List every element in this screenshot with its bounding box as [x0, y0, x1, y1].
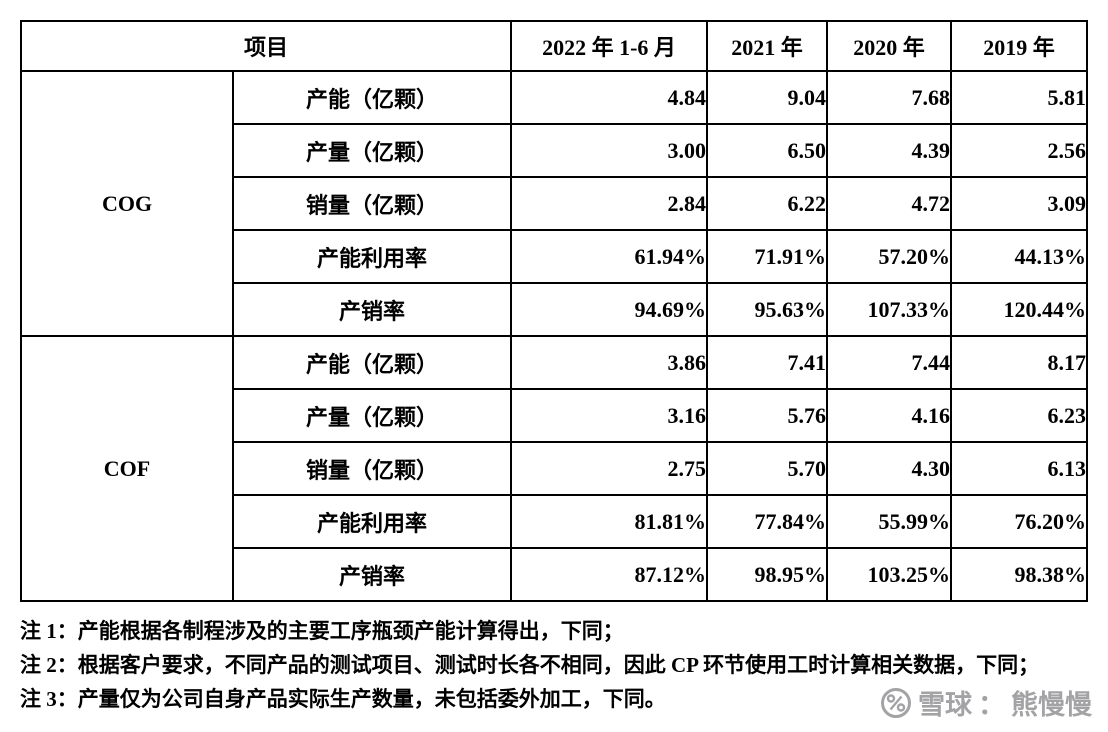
header-col-2019: 2019 年 — [950, 20, 1089, 72]
table-row: 产销率 87.12% 98.95% 103.25% 98.38% — [21, 547, 1089, 602]
table-row: 产能利用率 81.81% 77.84% 55.99% 76.20% — [21, 494, 1089, 549]
metric-label: 销量（亿颗） — [231, 176, 513, 231]
table-row: 产量（亿颗） 3.16 5.76 4.16 6.23 — [21, 388, 1089, 443]
metric-label: 产销率 — [231, 282, 513, 337]
header-col-2020: 2020 年 — [826, 20, 953, 72]
table-row: 产量（亿颗） 3.00 6.50 4.39 2.56 — [21, 123, 1089, 178]
value-cell: 4.72 — [826, 176, 953, 231]
note-1: 注 1：产能根据各制程涉及的主要工序瓶颈产能计算得出，下同； — [20, 619, 624, 643]
value-cell: 87.12% — [510, 547, 709, 602]
metric-label: 产量（亿颗） — [231, 123, 513, 178]
value-cell: 7.41 — [706, 335, 829, 390]
table-row: COF 产能（亿颗） 3.86 7.41 7.44 8.17 — [20, 335, 1089, 602]
value-cell: 7.44 — [826, 335, 953, 390]
value-cell: 5.70 — [706, 441, 829, 496]
table-row: 产销率 94.69% 95.63% 107.33% 120.44% — [21, 282, 1089, 337]
value-cell: 55.99% — [826, 494, 953, 549]
metric-label: 销量（亿颗） — [231, 441, 513, 496]
value-cell: 8.17 — [950, 335, 1089, 390]
value-cell: 9.04 — [706, 70, 829, 125]
value-cell: 103.25% — [826, 547, 953, 602]
value-cell: 95.63% — [706, 282, 829, 337]
value-cell: 5.81 — [950, 70, 1089, 125]
header-col-2022h1: 2022 年 1-6 月 — [510, 20, 709, 72]
value-cell: 98.38% — [950, 547, 1089, 602]
watermark-username: 熊慢慢 — [1011, 690, 1092, 720]
value-cell: 81.81% — [510, 494, 709, 549]
value-cell: 94.69% — [510, 282, 709, 337]
value-cell: 5.76 — [706, 388, 829, 443]
header-item-label: 项目 — [19, 20, 513, 72]
metric-label: 产销率 — [231, 547, 513, 602]
value-cell: 61.94% — [510, 229, 709, 284]
metric-label: 产量（亿颗） — [231, 388, 513, 443]
value-cell: 3.86 — [510, 335, 709, 390]
value-cell: 3.09 — [950, 176, 1089, 231]
value-cell: 6.22 — [706, 176, 829, 231]
value-cell: 57.20% — [826, 229, 953, 284]
note-3: 注 3：产量仅为公司自身产品实际生产数量，未包括委外加工，下同。 — [20, 687, 666, 711]
value-cell: 4.84 — [510, 70, 709, 125]
value-cell: 98.95% — [706, 547, 829, 602]
xueqiu-logo-icon — [881, 687, 911, 718]
value-cell: 44.13% — [950, 229, 1089, 284]
value-cell: 2.56 — [950, 123, 1089, 178]
table-row: 销量（亿颗） 2.84 6.22 4.72 3.09 — [21, 176, 1089, 231]
production-table: 项目 2022 年 1-6 月 2021 年 2020 年 2019 年 COG… — [19, 20, 1089, 602]
value-cell: 107.33% — [826, 282, 953, 337]
value-cell: 2.84 — [510, 176, 709, 231]
value-cell: 4.16 — [826, 388, 953, 443]
watermark-separator: ： — [978, 690, 1005, 720]
footnotes: 注 1：产能根据各制程涉及的主要工序瓶颈产能计算得出，下同； 注 2：根据客户要… — [20, 614, 1086, 716]
table-row: 销量（亿颗） 2.75 5.70 4.30 6.13 — [21, 441, 1089, 496]
value-cell: 6.23 — [950, 388, 1089, 443]
value-cell: 4.39 — [826, 123, 953, 178]
value-cell: 76.20% — [950, 494, 1089, 549]
note-2: 注 2：根据客户要求，不同产品的测试项目、测试时长各不相同，因此 CP 环节使用… — [20, 653, 1040, 677]
metric-label: 产能利用率 — [231, 229, 513, 284]
watermark: 雪球：熊慢慢 — [872, 683, 1092, 722]
value-cell: 3.16 — [510, 388, 709, 443]
metric-label: 产能（亿颗） — [231, 335, 513, 390]
value-cell: 3.00 — [510, 123, 709, 178]
value-cell: 2.75 — [510, 441, 709, 496]
table-row: COG 产能（亿颗） 4.84 9.04 7.68 5.81 — [20, 70, 1089, 337]
table-header-row: 项目 2022 年 1-6 月 2021 年 2020 年 2019 年 — [19, 20, 1089, 72]
value-cell: 6.50 — [706, 123, 829, 178]
table-row: 产能利用率 61.94% 71.91% 57.20% 44.13% — [21, 229, 1089, 284]
metric-label: 产能利用率 — [231, 494, 513, 549]
group-label-cog: COG — [20, 70, 234, 337]
value-cell: 77.84% — [706, 494, 829, 549]
header-col-2021: 2021 年 — [706, 20, 829, 72]
group-label-cof: COF — [20, 335, 234, 602]
watermark-brand: 雪球 — [918, 690, 972, 720]
value-cell: 7.68 — [826, 70, 953, 125]
value-cell: 71.91% — [706, 229, 829, 284]
value-cell: 120.44% — [950, 282, 1089, 337]
value-cell: 6.13 — [950, 441, 1089, 496]
metric-label: 产能（亿颗） — [231, 70, 513, 125]
value-cell: 4.30 — [826, 441, 953, 496]
